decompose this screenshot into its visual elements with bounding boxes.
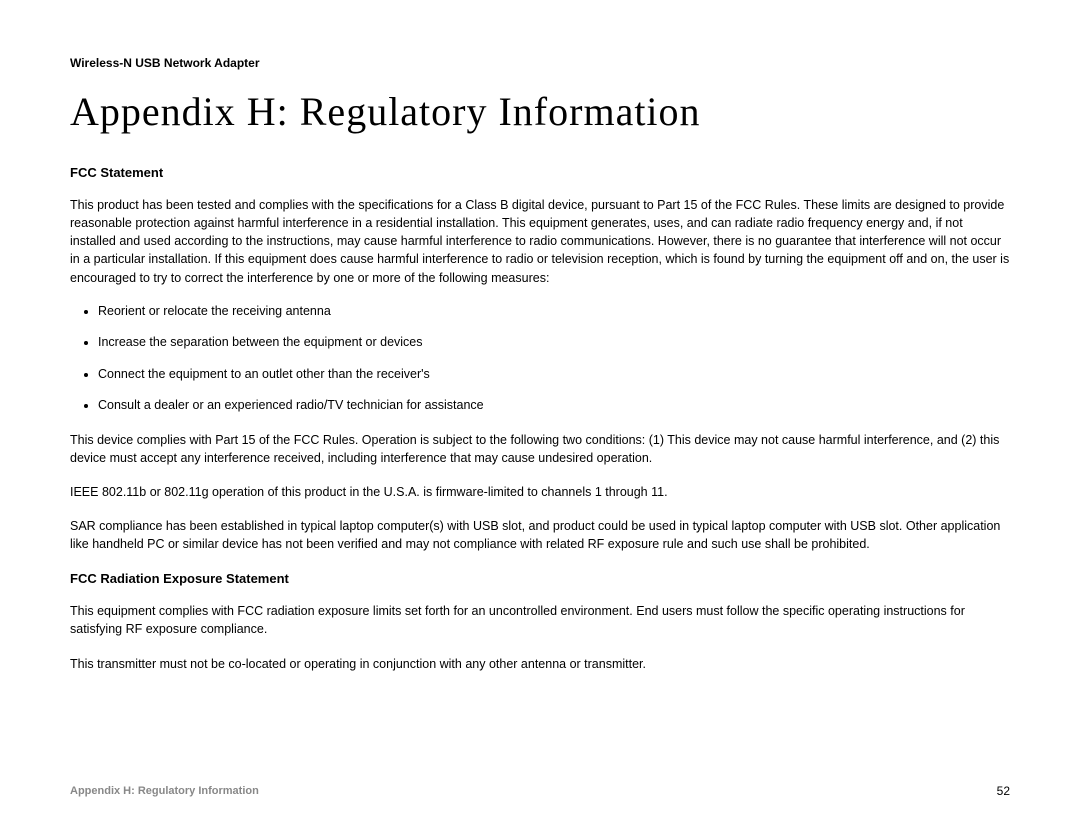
fcc-measures-list: Reorient or relocate the receiving anten… (70, 303, 1010, 415)
list-item: Connect the equipment to an outlet other… (98, 366, 1010, 384)
product-name-header: Wireless-N USB Network Adapter (70, 56, 1010, 70)
fcc-compliance-paragraph: This device complies with Part 15 of the… (70, 431, 1010, 467)
list-item: Consult a dealer or an experienced radio… (98, 397, 1010, 415)
appendix-title: Appendix H: Regulatory Information (70, 88, 1010, 135)
radiation-compliance-paragraph: This equipment complies with FCC radiati… (70, 602, 1010, 638)
list-item: Reorient or relocate the receiving anten… (98, 303, 1010, 321)
fcc-statement-heading: FCC Statement (70, 165, 1010, 180)
transmitter-paragraph: This transmitter must not be co-located … (70, 655, 1010, 673)
fcc-radiation-heading: FCC Radiation Exposure Statement (70, 571, 1010, 586)
page-footer: Appendix H: Regulatory Information 52 (70, 784, 1010, 798)
sar-compliance-paragraph: SAR compliance has been established in t… (70, 517, 1010, 553)
footer-appendix-label: Appendix H: Regulatory Information (70, 785, 259, 797)
page-number: 52 (997, 784, 1010, 798)
ieee-paragraph: IEEE 802.11b or 802.11g operation of thi… (70, 483, 1010, 501)
fcc-intro-paragraph: This product has been tested and complie… (70, 196, 1010, 287)
list-item: Increase the separation between the equi… (98, 334, 1010, 352)
